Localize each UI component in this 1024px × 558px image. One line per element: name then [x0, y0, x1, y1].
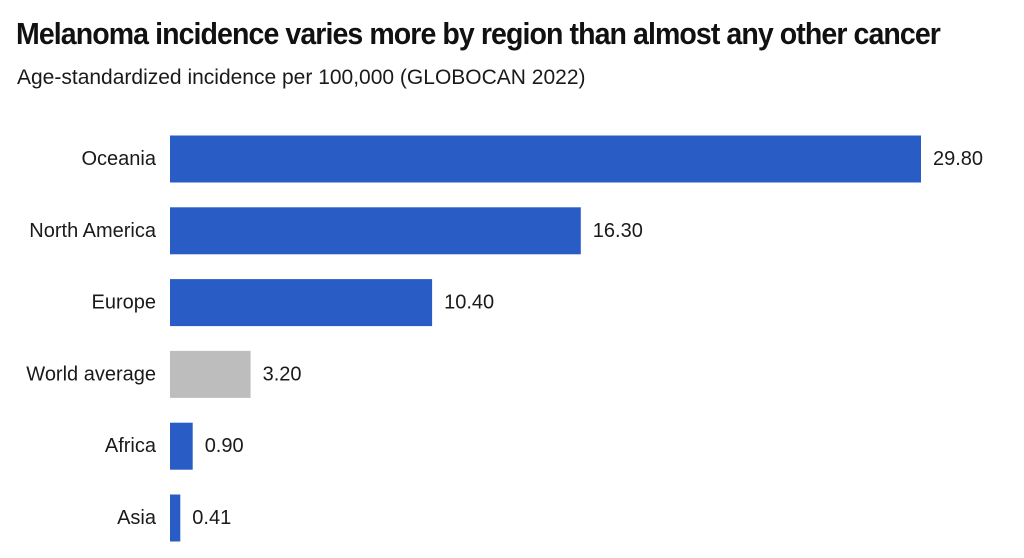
value-label-oceania: 29.80 [933, 148, 983, 170]
chart-subtitle: Age-standardized incidence per 100,000 (… [17, 66, 586, 89]
value-label-north-america: 16.30 [593, 220, 643, 242]
value-label-world-average: 3.20 [263, 363, 302, 385]
category-label-world-average: World average [26, 363, 156, 385]
category-label-europe: Europe [92, 292, 157, 314]
bar-oceania [170, 135, 921, 183]
bar-europe [170, 279, 433, 327]
category-label-oceania: Oceania [82, 148, 157, 170]
value-label-asia: 0.41 [192, 507, 231, 529]
category-label-africa: Africa [105, 435, 157, 457]
bar-africa [170, 422, 193, 470]
bar-asia [170, 494, 181, 542]
bar-north-america [170, 207, 581, 255]
category-label-asia: Asia [117, 507, 157, 529]
chart-title: Melanoma incidence varies more by region… [16, 16, 941, 51]
category-label-north-america: North America [29, 220, 157, 242]
bar-world-average [170, 350, 251, 398]
value-label-africa: 0.90 [205, 435, 244, 457]
value-label-europe: 10.40 [444, 292, 494, 314]
